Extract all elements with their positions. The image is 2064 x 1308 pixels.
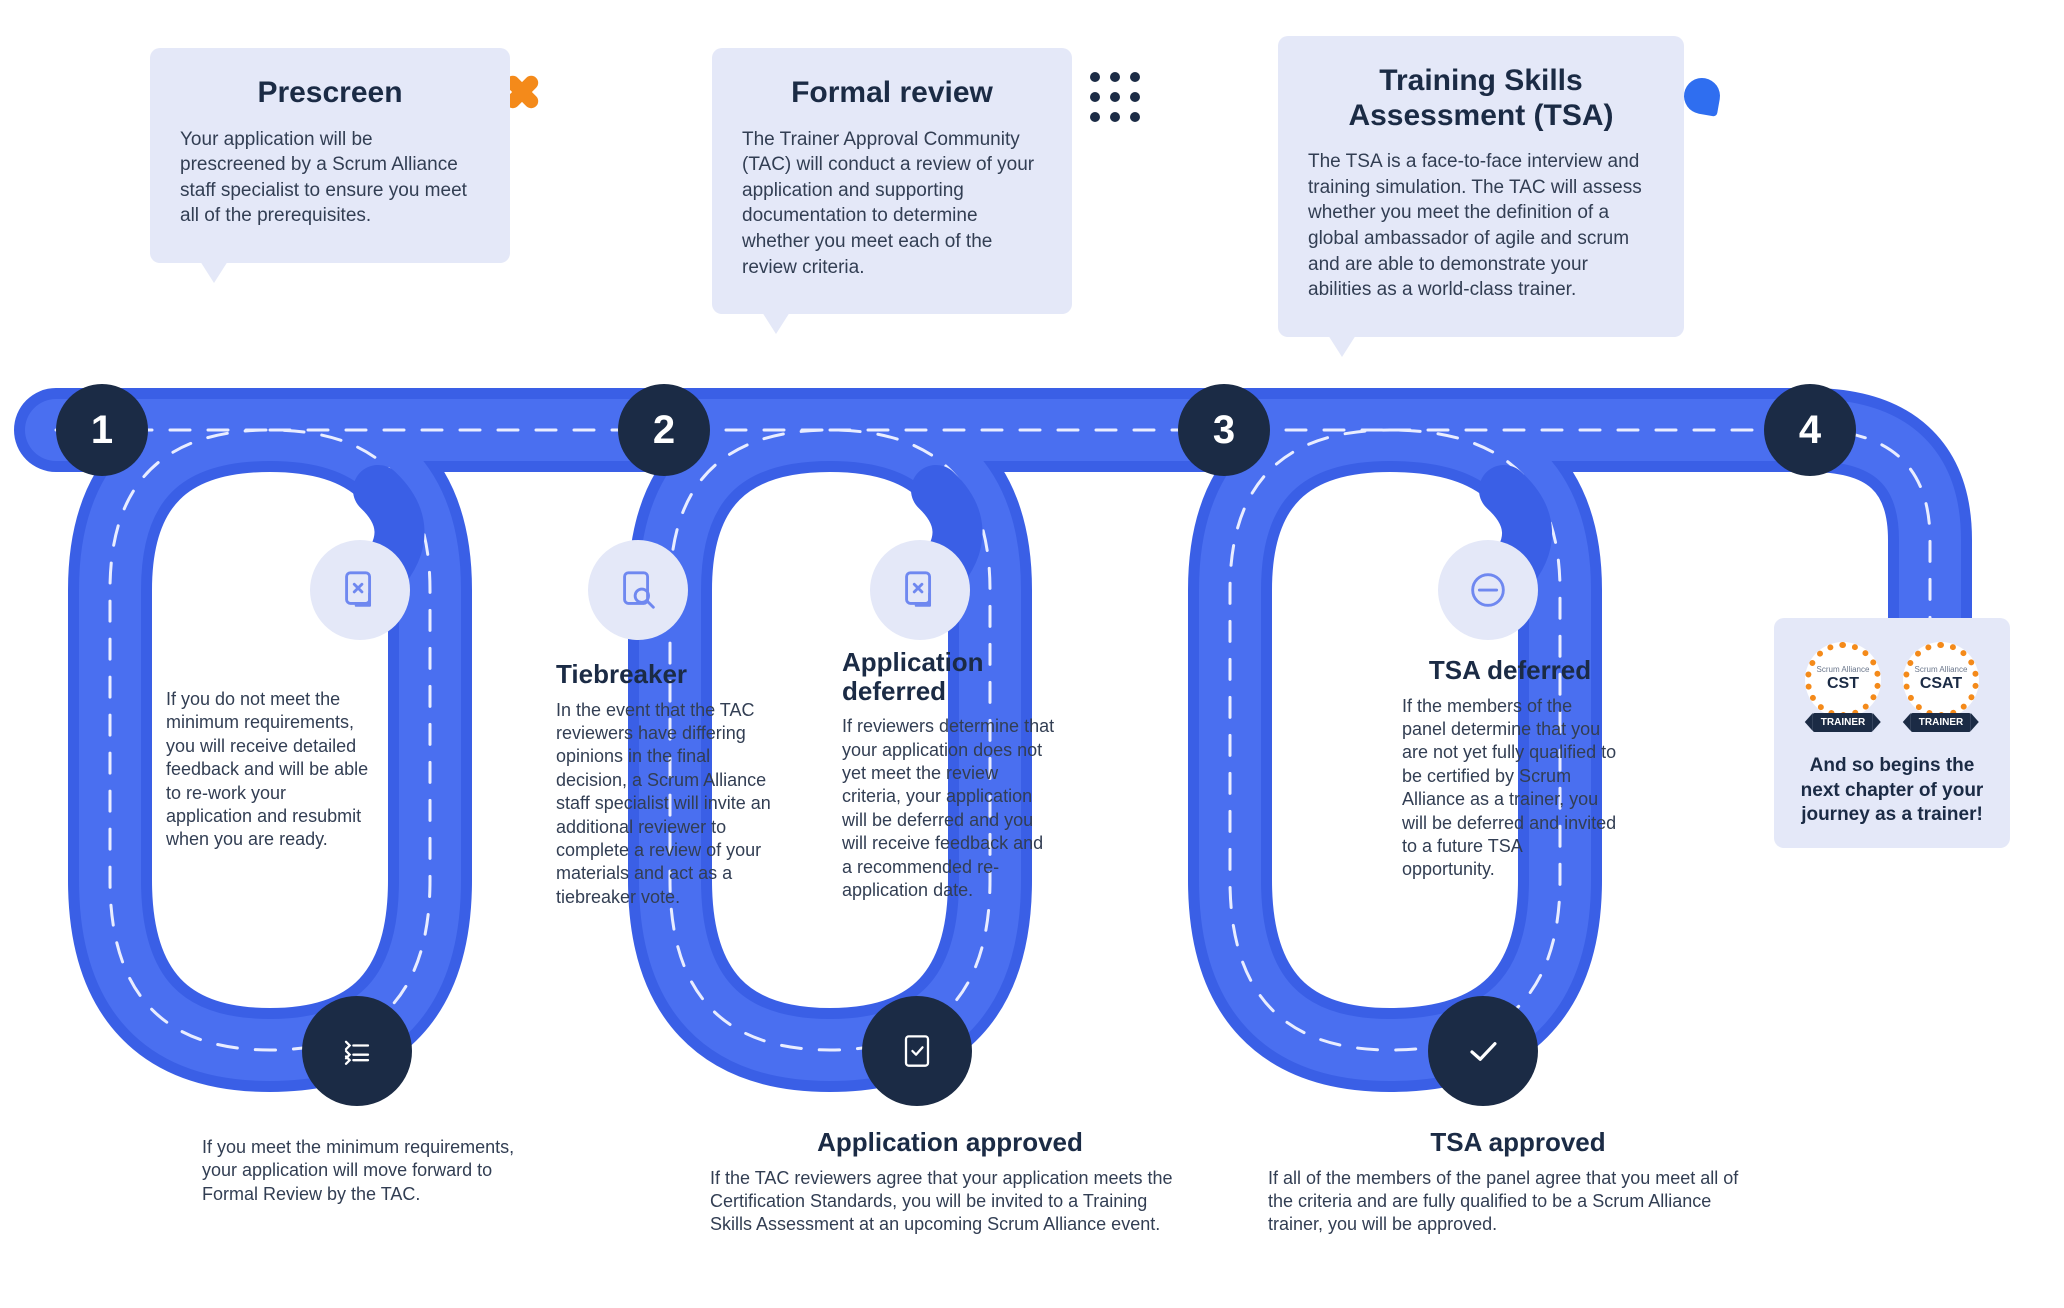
text-title: Application approved xyxy=(710,1128,1190,1157)
tiebreaker-text: Tiebreaker In the event that the TAC rev… xyxy=(556,660,772,909)
bubble-title: Prescreen xyxy=(180,76,480,111)
final-card-text: And so begins the next chapter of your j… xyxy=(1792,754,1992,828)
bubble-body: Your application will be prescreened by … xyxy=(180,127,480,230)
text-title: Tiebreaker xyxy=(556,660,772,689)
text-body: If reviewers determine that your applica… xyxy=(842,715,1058,902)
text-title: TSA deferred xyxy=(1402,656,1618,685)
step-number: 3 xyxy=(1213,408,1235,453)
step-3-badge: 3 xyxy=(1178,384,1270,476)
decoration-dots-grid xyxy=(1090,72,1140,122)
badge-mid: CST xyxy=(1827,674,1859,693)
text-body: If you meet the minimum requirements, yo… xyxy=(202,1136,522,1206)
final-card: Scrum Alliance CST TRAINER Scrum Allianc… xyxy=(1774,618,2010,848)
text-title: TSA approved xyxy=(1268,1128,1768,1157)
bubble-formal-review: Formal review The Trainer Approval Commu… xyxy=(712,48,1072,314)
application-deferred-text: Application deferred If reviewers determ… xyxy=(842,648,1058,902)
bubble-tsa: Training Skills Assessment (TSA) The TSA… xyxy=(1278,36,1684,337)
prescreen-fail-icon xyxy=(310,540,410,640)
text-body: If you do not meet the minimum requireme… xyxy=(166,688,376,852)
text-body: If the members of the panel determine th… xyxy=(1402,695,1618,882)
step-number: 4 xyxy=(1799,408,1821,453)
bubble-body: The Trainer Approval Community (TAC) wil… xyxy=(742,127,1042,281)
prescreen-pass-text: If you meet the minimum requirements, yo… xyxy=(202,1136,522,1206)
text-title: Application deferred xyxy=(842,648,1058,705)
step-number: 1 xyxy=(91,408,113,453)
tsa-approved-text: TSA approved If all of the members of th… xyxy=(1268,1128,1768,1237)
bubble-title: Training Skills Assessment (TSA) xyxy=(1308,64,1654,133)
application-deferred-icon xyxy=(870,540,970,640)
badge-ribbon: TRAINER xyxy=(1813,713,1873,732)
tsa-deferred-icon xyxy=(1438,540,1538,640)
badges-row: Scrum Alliance CST TRAINER Scrum Allianc… xyxy=(1792,638,1992,738)
badge-csat: Scrum Alliance CSAT TRAINER xyxy=(1898,638,1984,738)
application-approved-text: Application approved If the TAC reviewer… xyxy=(710,1128,1190,1237)
tsa-approved-icon xyxy=(1428,996,1538,1106)
tiebreaker-icon xyxy=(588,540,688,640)
text-body: If all of the members of the panel agree… xyxy=(1268,1167,1768,1237)
tsa-deferred-text: TSA deferred If the members of the panel… xyxy=(1402,656,1618,882)
step-2-badge: 2 xyxy=(618,384,710,476)
step-number: 2 xyxy=(653,408,675,453)
step-1-badge: 1 xyxy=(56,384,148,476)
infographic-canvas: Prescreen Your application will be presc… xyxy=(0,0,2064,1308)
text-body: If the TAC reviewers agree that your app… xyxy=(710,1167,1190,1237)
badge-cst: Scrum Alliance CST TRAINER xyxy=(1800,638,1886,738)
badge-ribbon: TRAINER xyxy=(1911,713,1971,732)
text-body: In the event that the TAC reviewers have… xyxy=(556,699,772,910)
bubble-body: The TSA is a face-to-face interview and … xyxy=(1308,149,1654,303)
bubble-prescreen: Prescreen Your application will be presc… xyxy=(150,48,510,263)
application-approved-icon xyxy=(862,996,972,1106)
bubble-title: Formal review xyxy=(742,76,1042,111)
badge-mid: CSAT xyxy=(1920,674,1962,693)
badge-top: Scrum Alliance xyxy=(1915,666,1968,674)
prescreen-pass-icon xyxy=(302,996,412,1106)
badge-top: Scrum Alliance xyxy=(1817,666,1870,674)
prescreen-fail-text: If you do not meet the minimum requireme… xyxy=(166,688,376,852)
step-4-badge: 4 xyxy=(1764,384,1856,476)
decoration-blue-blob xyxy=(1681,75,1723,117)
